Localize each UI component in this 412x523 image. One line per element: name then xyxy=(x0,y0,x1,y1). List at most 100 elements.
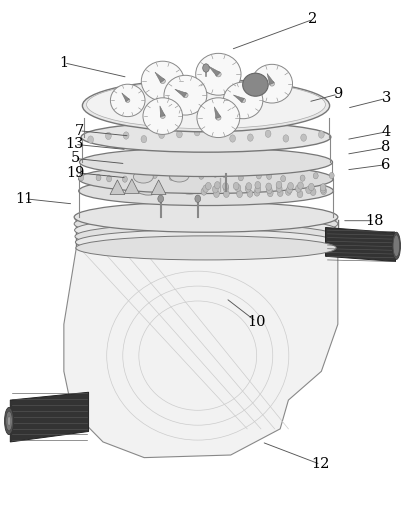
Ellipse shape xyxy=(87,81,325,129)
Text: 18: 18 xyxy=(365,214,383,228)
Circle shape xyxy=(320,186,326,193)
Circle shape xyxy=(288,183,293,190)
Circle shape xyxy=(223,190,229,198)
Circle shape xyxy=(301,134,307,141)
Circle shape xyxy=(245,185,251,192)
Circle shape xyxy=(239,175,243,181)
Text: 11: 11 xyxy=(16,192,34,206)
Circle shape xyxy=(297,182,303,189)
Circle shape xyxy=(329,173,334,179)
Ellipse shape xyxy=(80,148,332,177)
Ellipse shape xyxy=(75,230,337,255)
Text: 7: 7 xyxy=(75,124,84,138)
Circle shape xyxy=(158,195,164,202)
Circle shape xyxy=(300,175,305,181)
Ellipse shape xyxy=(393,235,400,257)
Circle shape xyxy=(181,172,186,178)
Circle shape xyxy=(265,130,271,138)
Circle shape xyxy=(215,181,220,189)
Circle shape xyxy=(201,188,207,195)
Ellipse shape xyxy=(269,81,274,86)
Circle shape xyxy=(255,186,261,193)
Ellipse shape xyxy=(110,84,145,117)
Polygon shape xyxy=(155,72,165,83)
Text: 3: 3 xyxy=(382,92,391,105)
Ellipse shape xyxy=(183,93,188,98)
Ellipse shape xyxy=(143,98,183,134)
Polygon shape xyxy=(160,106,165,117)
Ellipse shape xyxy=(241,98,246,103)
Circle shape xyxy=(136,175,141,181)
Circle shape xyxy=(222,183,228,190)
Circle shape xyxy=(295,185,301,192)
Ellipse shape xyxy=(79,176,333,206)
Ellipse shape xyxy=(196,53,241,95)
Circle shape xyxy=(246,183,252,190)
Circle shape xyxy=(313,173,318,179)
Circle shape xyxy=(297,190,303,198)
Circle shape xyxy=(286,188,291,196)
Text: 1: 1 xyxy=(59,56,68,70)
Circle shape xyxy=(96,175,101,181)
Circle shape xyxy=(266,183,272,190)
Ellipse shape xyxy=(79,164,333,194)
Circle shape xyxy=(320,184,326,191)
Text: 10: 10 xyxy=(247,315,265,328)
Circle shape xyxy=(247,190,253,197)
Text: 12: 12 xyxy=(311,458,330,471)
Ellipse shape xyxy=(75,223,337,249)
Ellipse shape xyxy=(243,73,268,96)
Polygon shape xyxy=(214,107,221,119)
Polygon shape xyxy=(267,73,274,85)
Ellipse shape xyxy=(7,416,11,426)
Ellipse shape xyxy=(251,64,293,103)
Circle shape xyxy=(194,129,200,136)
Ellipse shape xyxy=(75,217,337,244)
Circle shape xyxy=(254,189,260,196)
Circle shape xyxy=(203,185,208,192)
Ellipse shape xyxy=(74,210,338,238)
Polygon shape xyxy=(208,66,220,76)
Circle shape xyxy=(310,188,316,196)
Circle shape xyxy=(318,131,324,138)
Ellipse shape xyxy=(160,114,165,118)
Circle shape xyxy=(212,128,218,135)
Circle shape xyxy=(213,190,219,198)
Circle shape xyxy=(206,183,211,190)
Circle shape xyxy=(267,189,273,197)
Ellipse shape xyxy=(216,115,221,120)
Circle shape xyxy=(255,181,261,189)
Circle shape xyxy=(281,176,286,182)
Circle shape xyxy=(213,171,218,177)
Polygon shape xyxy=(233,95,244,103)
Ellipse shape xyxy=(392,232,400,259)
Circle shape xyxy=(256,173,261,179)
Circle shape xyxy=(276,181,282,189)
Circle shape xyxy=(203,64,209,72)
Text: 4: 4 xyxy=(382,125,391,139)
Polygon shape xyxy=(122,93,129,101)
Text: 9: 9 xyxy=(333,87,342,101)
Circle shape xyxy=(233,183,239,190)
Circle shape xyxy=(199,173,204,179)
Text: 8: 8 xyxy=(381,141,390,154)
Polygon shape xyxy=(10,392,89,442)
Circle shape xyxy=(88,136,94,143)
Circle shape xyxy=(287,186,293,193)
Circle shape xyxy=(267,173,272,179)
Ellipse shape xyxy=(76,236,336,260)
Circle shape xyxy=(107,176,112,182)
Polygon shape xyxy=(151,180,166,195)
Circle shape xyxy=(105,132,111,140)
Ellipse shape xyxy=(133,170,153,183)
Circle shape xyxy=(213,186,218,193)
Circle shape xyxy=(248,134,253,141)
Ellipse shape xyxy=(74,202,338,232)
Circle shape xyxy=(237,190,243,198)
Ellipse shape xyxy=(141,61,184,101)
Circle shape xyxy=(309,184,314,191)
Circle shape xyxy=(122,176,127,182)
Ellipse shape xyxy=(169,169,189,182)
Circle shape xyxy=(223,185,229,192)
Polygon shape xyxy=(110,180,125,195)
